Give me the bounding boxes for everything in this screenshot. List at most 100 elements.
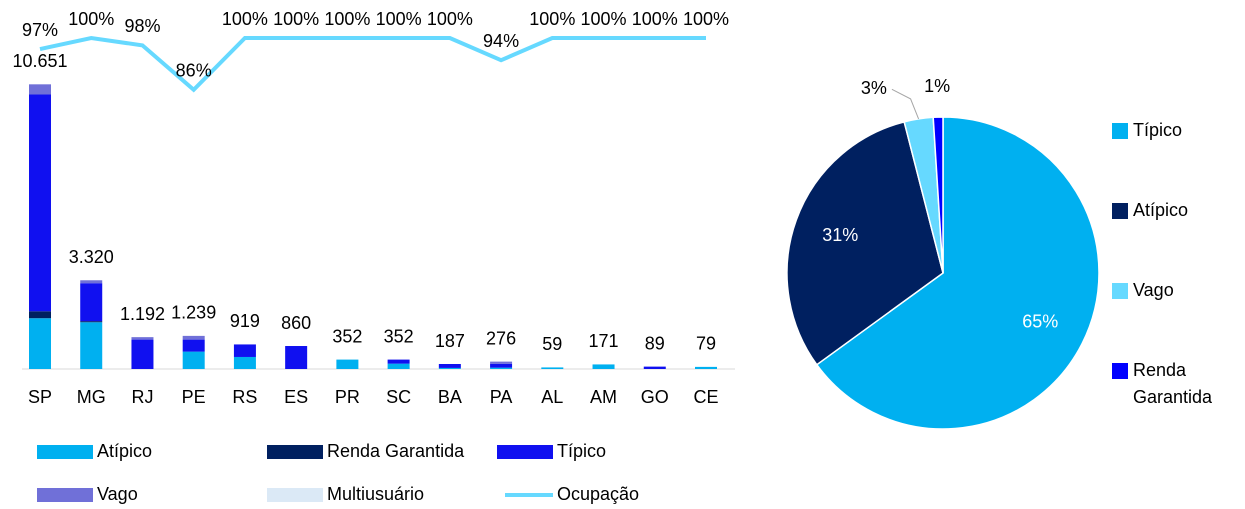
bar-segment <box>29 318 51 369</box>
x-tick-label: CE <box>693 387 718 407</box>
x-tick-label: SC <box>386 387 411 407</box>
data-label: 100% <box>632 9 678 29</box>
bar-segment <box>336 359 359 369</box>
line <box>39 35 706 93</box>
bar-segment <box>490 361 513 364</box>
leader-line <box>891 88 920 120</box>
x-tick-label: SP <box>28 387 52 407</box>
bar-segment <box>131 337 154 340</box>
data-label: 1% <box>924 76 950 96</box>
total-label: 79 <box>696 334 716 354</box>
x-tick-label: GO <box>641 387 669 407</box>
bar-segment <box>131 339 154 369</box>
bar-segment <box>233 344 256 357</box>
x-tick-label: PE <box>182 387 206 407</box>
data-label: 100% <box>376 9 422 29</box>
bar-segment <box>541 367 564 369</box>
total-label: 860 <box>281 313 311 333</box>
total-label: 3.320 <box>69 247 114 267</box>
total-label: 352 <box>332 326 362 346</box>
bar-segment <box>285 346 308 369</box>
legend-label: Renda Garantida <box>1133 360 1213 407</box>
legend-label: Vago <box>1133 280 1174 300</box>
total-label: 919 <box>230 311 260 331</box>
bar-segment <box>438 367 461 369</box>
legend-label: Renda Garantida <box>327 441 465 461</box>
x-tick-label: PA <box>490 387 513 407</box>
legend-swatch <box>37 488 93 502</box>
legend-swatch <box>1112 283 1128 299</box>
bar-segment <box>80 321 103 323</box>
x-tick-label: ES <box>284 387 308 407</box>
x-tick-label: RJ <box>131 387 153 407</box>
legend-swatch <box>267 488 323 502</box>
bar-segment <box>182 339 205 352</box>
data-label: 100% <box>273 9 319 29</box>
legend-label: Multiusuário <box>327 484 424 504</box>
bar-segment <box>490 367 513 369</box>
data-label: 100% <box>683 9 729 29</box>
bar-segment <box>80 280 103 284</box>
total-label: 1.239 <box>171 303 216 323</box>
total-label: 59 <box>542 334 562 354</box>
data-label: 100% <box>324 9 370 29</box>
data-label: 100% <box>68 9 114 29</box>
data-label: 100% <box>222 9 268 29</box>
pie-slice <box>932 116 944 274</box>
total-label: 352 <box>384 326 414 346</box>
data-label: 100% <box>427 9 473 29</box>
pie-slice <box>786 120 944 366</box>
x-tick-label: RS <box>232 387 257 407</box>
legend-label: Típico <box>557 441 606 461</box>
bar-segment <box>695 366 717 369</box>
x-tick-label: PR <box>335 387 360 407</box>
legend-swatch <box>1112 123 1128 139</box>
data-label: 100% <box>529 9 575 29</box>
legend-label: Atípico <box>97 441 152 461</box>
legend-label: Vago <box>97 484 138 504</box>
bar-segment <box>490 363 513 368</box>
total-label: 276 <box>486 328 516 348</box>
legend-label: Atípico <box>1133 200 1189 220</box>
data-label: 86% <box>176 61 212 81</box>
data-label: 31% <box>822 225 858 245</box>
x-tick-label: AL <box>541 387 563 407</box>
bar-segment <box>80 322 103 369</box>
x-tick-label: MG <box>77 387 106 407</box>
bar-segment <box>233 356 256 369</box>
data-label: 98% <box>124 16 160 36</box>
bar-segment <box>438 364 461 368</box>
bar-segment <box>29 84 51 95</box>
legend-swatch <box>1112 203 1128 219</box>
bar-segment <box>387 359 410 364</box>
data-label: 3% <box>861 78 887 98</box>
legend-swatch <box>1112 363 1128 379</box>
data-label: 94% <box>483 31 519 51</box>
bar-segment <box>387 363 410 369</box>
total-label: 89 <box>645 333 665 353</box>
bar-segment <box>80 283 103 322</box>
bar-segment <box>29 311 51 319</box>
legend-label: Ocupação <box>557 484 639 504</box>
x-tick-label: AM <box>590 387 617 407</box>
total-label: 187 <box>435 331 465 351</box>
data-label: 97% <box>22 20 58 40</box>
bar-segment <box>592 364 615 369</box>
bar-segment <box>182 335 205 340</box>
data-label: 65% <box>1022 311 1058 331</box>
bar-segment <box>182 351 205 369</box>
pie-slice <box>815 116 1100 430</box>
legend-swatch <box>267 445 323 459</box>
legend-label: Típico <box>1133 120 1183 140</box>
total-label: 1.192 <box>120 304 165 324</box>
data-label: 100% <box>581 9 627 29</box>
total-label: 10.651 <box>12 51 67 71</box>
x-tick-label: BA <box>438 387 462 407</box>
bar-segment <box>29 94 51 312</box>
total-label: 171 <box>589 331 619 351</box>
bar-segment <box>643 366 666 369</box>
legend-swatch <box>37 445 93 459</box>
legend-swatch <box>497 445 553 459</box>
